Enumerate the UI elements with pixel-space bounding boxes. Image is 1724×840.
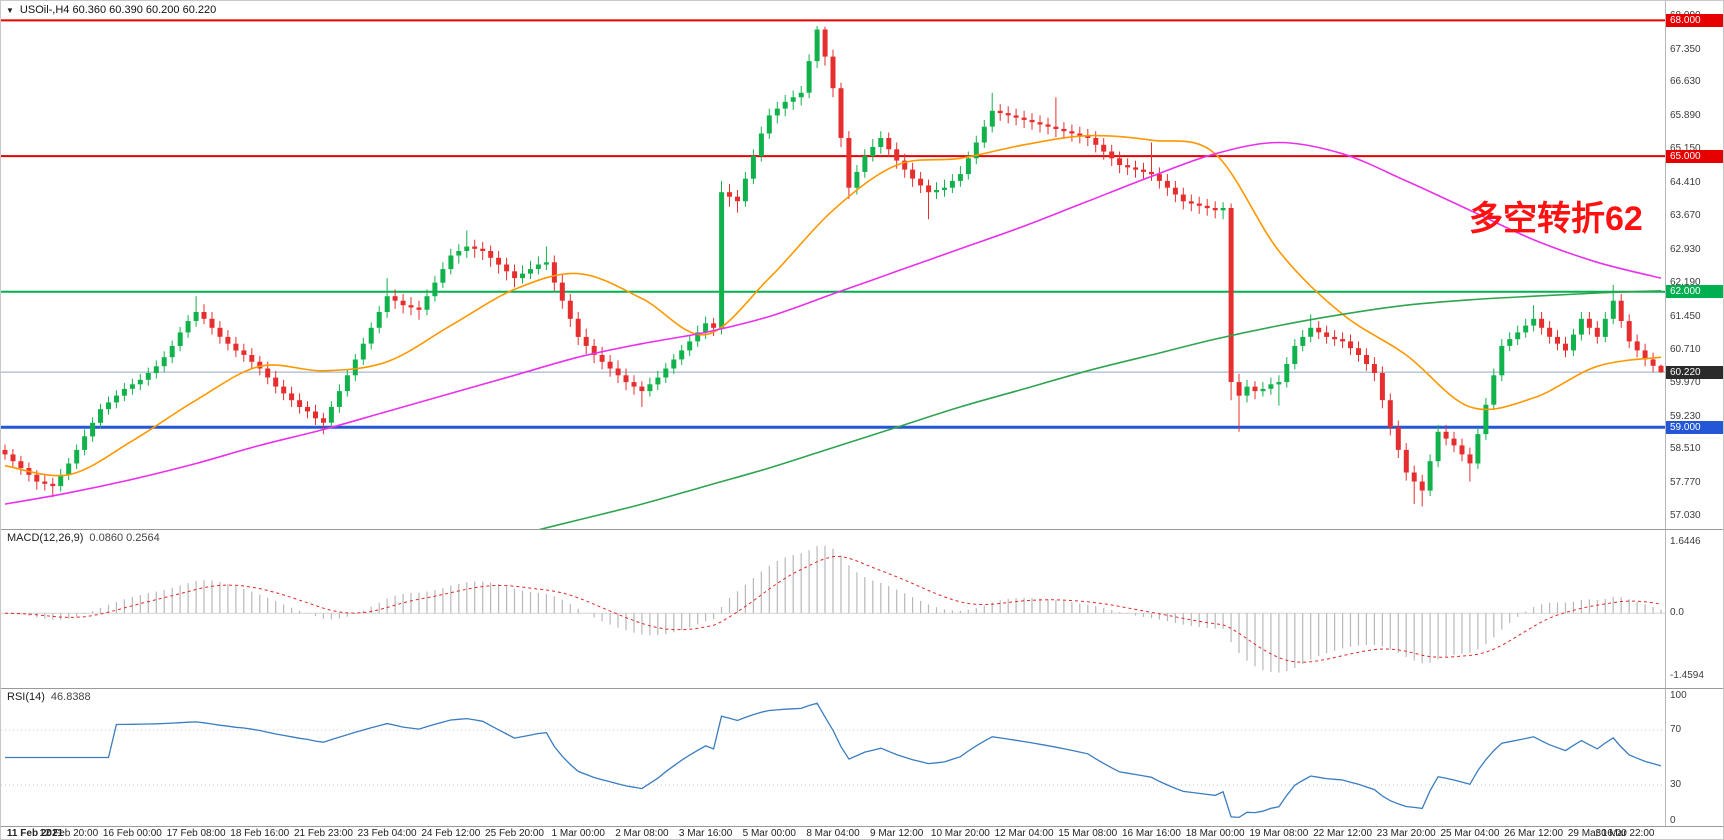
- date-label: 17 Feb 08:00: [166, 828, 226, 839]
- macd-canvas: [1, 545, 1665, 673]
- price-tick-label: 62.930: [1670, 243, 1701, 255]
- rsi-canvas: [1, 702, 1665, 819]
- ma-fast-orange: [4, 134, 1662, 477]
- date-label: 9 Mar 12:00: [870, 828, 924, 839]
- price-level-badge-68.000: 68.000: [1666, 13, 1723, 27]
- date-label: 18 Mar 00:00: [1185, 828, 1245, 839]
- date-label: 8 Mar 04:00: [806, 828, 860, 839]
- date-label: 11 Feb 2021: [6, 828, 64, 839]
- price-tick-label: 58.510: [1670, 443, 1701, 455]
- chart-annotation-text: 多空转折62: [1469, 200, 1643, 238]
- date-label: 10 Mar 20:00: [930, 828, 990, 839]
- date-label: 1 Mar 00:00: [551, 828, 605, 839]
- date-label: 19 Mar 08:00: [1249, 828, 1309, 839]
- moving-average-lines: [4, 134, 1662, 529]
- price-level-badge-59.000: 59.000: [1666, 420, 1723, 434]
- price-tick-label: 59.970: [1670, 377, 1701, 389]
- date-label: 5 Mar 00:00: [742, 828, 796, 839]
- rsi-axis-label: 70: [1670, 724, 1682, 736]
- date-label: 21 Feb 23:00: [293, 828, 353, 839]
- ma-slow-green: [538, 290, 1662, 529]
- price-tick-label: 57.770: [1670, 476, 1701, 488]
- macd-panel[interactable]: MACD(12,26,9) 0.0860 0.2564: [1, 530, 1665, 688]
- macd-values: 0.0860 0.2564: [89, 532, 160, 544]
- price-tick-label: 65.150: [1670, 143, 1701, 154]
- date-label: 12 Feb 20:00: [39, 828, 99, 839]
- price-tick-label: 63.670: [1670, 210, 1701, 222]
- date-label: 30 Mar 22:00: [1595, 828, 1655, 839]
- symbol-info-bar: ▼ USOil-,H4 60.360 60.390 60.200 60.220: [6, 4, 216, 16]
- price-tick-label: 59.230: [1670, 410, 1701, 422]
- price-axis-column[interactable]: 68.09067.35066.63065.89065.15064.41063.6…: [1666, 1, 1723, 839]
- date-label: 12 Mar 04:00: [994, 828, 1054, 839]
- date-label: 29 Mar 16:00: [1567, 828, 1627, 839]
- macd-axis-label: 1.6446: [1670, 536, 1701, 548]
- price-tick-label: 66.630: [1670, 76, 1701, 88]
- rsi-label: RSI(14) 46.8388: [7, 691, 91, 703]
- date-label: 24 Feb 12:00: [421, 828, 481, 839]
- macd-histogram: [12, 545, 1662, 673]
- date-label: 16 Mar 16:00: [1122, 828, 1181, 839]
- price-tick-label: 60.710: [1670, 343, 1701, 355]
- date-label: 23 Mar 20:00: [1376, 828, 1436, 839]
- rsi-axis-label: 30: [1670, 778, 1682, 790]
- macd-axis-label: -1.4594: [1670, 670, 1704, 682]
- date-label: 26 Mar 12:00: [1504, 828, 1564, 839]
- rsi-line: [5, 702, 1662, 819]
- rsi-axis-label: 100: [1670, 690, 1687, 701]
- macd-label: MACD(12,26,9) 0.0860 0.2564: [7, 532, 160, 544]
- panel-divider[interactable]: [1, 529, 1723, 530]
- date-label: 18 Feb 16:00: [230, 828, 290, 839]
- date-label: 25 Mar 04:00: [1440, 828, 1500, 839]
- rsi-axis-label: 0: [1670, 815, 1676, 826]
- rsi-value: 46.8388: [50, 691, 91, 703]
- current-price-badge: 60.220: [1666, 365, 1723, 379]
- date-label: 3 Mar 16:00: [678, 828, 733, 839]
- date-label: 25 Feb 20:00: [485, 828, 544, 839]
- date-label: 2 Mar 08:00: [615, 828, 669, 839]
- candlestick-series: [2, 25, 1664, 507]
- panel-divider: [1, 826, 1723, 827]
- price-tick-label: 64.410: [1670, 176, 1701, 188]
- rsi-panel[interactable]: RSI(14) 46.8388: [1, 689, 1665, 826]
- time-axis-row[interactable]: 11 Feb 2021 12 Feb 20:00 16 Feb 00:00 17 Fe…: [1, 827, 1665, 839]
- price-level-badge-65.000: 65.000: [1666, 149, 1723, 163]
- price-tick-label: 67.350: [1670, 43, 1701, 55]
- date-label: 23 Feb 04:00: [357, 828, 417, 839]
- price-tick-label: 62.190: [1670, 277, 1701, 289]
- symbol-ohlc-text: USOil-,H4 60.360 60.390 60.200 60.220: [19, 4, 217, 16]
- ma-mid-magenta: [4, 141, 1662, 505]
- price-level-badge-62.000: 62.000: [1666, 285, 1723, 299]
- macd-name: MACD(12,26,9): [7, 532, 84, 544]
- rsi-name: RSI(14): [7, 691, 45, 703]
- price-tick-label: 61.450: [1670, 310, 1701, 322]
- horizontal-level-lines: [1, 19, 1665, 429]
- date-label: 15 Mar 08:00: [1058, 828, 1118, 839]
- panel-divider[interactable]: [1, 688, 1723, 689]
- price-chart-panel[interactable]: ▼ USOil-,H4 60.360 60.390 60.200 60.220 …: [1, 1, 1665, 529]
- date-label: 22 Mar 12:00: [1313, 828, 1373, 839]
- axis-border-line: [1665, 1, 1666, 827]
- price-chart-canvas: [1, 19, 1665, 529]
- macd-signal-line: [4, 555, 1662, 663]
- date-label: 16 Feb 00:00: [102, 828, 162, 839]
- price-tick-label: 65.890: [1670, 109, 1701, 121]
- price-tick-label: 57.030: [1670, 510, 1701, 522]
- chevron-down-icon[interactable]: ▼: [6, 5, 14, 15]
- macd-axis-label: 0.0: [1670, 607, 1684, 619]
